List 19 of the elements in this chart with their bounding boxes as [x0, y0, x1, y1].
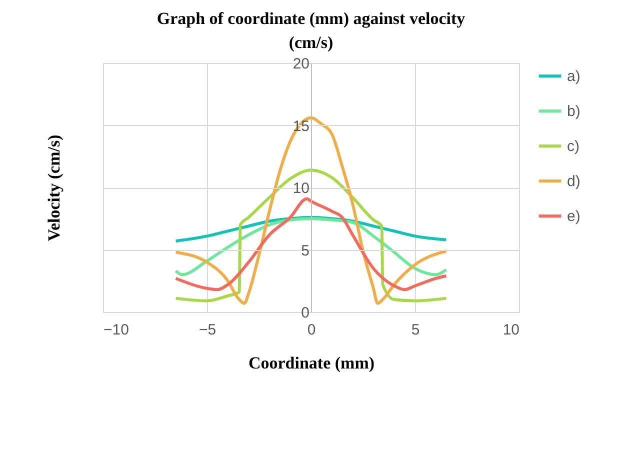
y-tick-label: 10: [292, 180, 310, 197]
legend-label: a): [567, 68, 580, 85]
x-tick-label: −5: [198, 322, 216, 338]
line-series: [174, 197, 448, 292]
legend-label: d): [567, 173, 580, 190]
y-tick-label: 5: [301, 242, 310, 260]
x-tick-label: 5: [411, 322, 420, 338]
chart-title: Graph of coordinate (mm) against velocity (cm/s): [156, 9, 466, 52]
legend-label: c): [567, 138, 580, 155]
y-axis-title: Velocity (cm/s): [44, 134, 64, 242]
legend-label: b): [567, 103, 580, 120]
line-series: [174, 116, 448, 305]
x-tick-label: 10: [502, 322, 520, 338]
y-tick-label: 20: [292, 56, 310, 72]
line-series: [174, 168, 448, 302]
x-tick-label: −10: [104, 322, 129, 338]
y-tick-label: 0: [301, 304, 310, 322]
x-axis-title: Coordinate (mm): [248, 354, 375, 372]
legend-label: e): [567, 208, 580, 225]
